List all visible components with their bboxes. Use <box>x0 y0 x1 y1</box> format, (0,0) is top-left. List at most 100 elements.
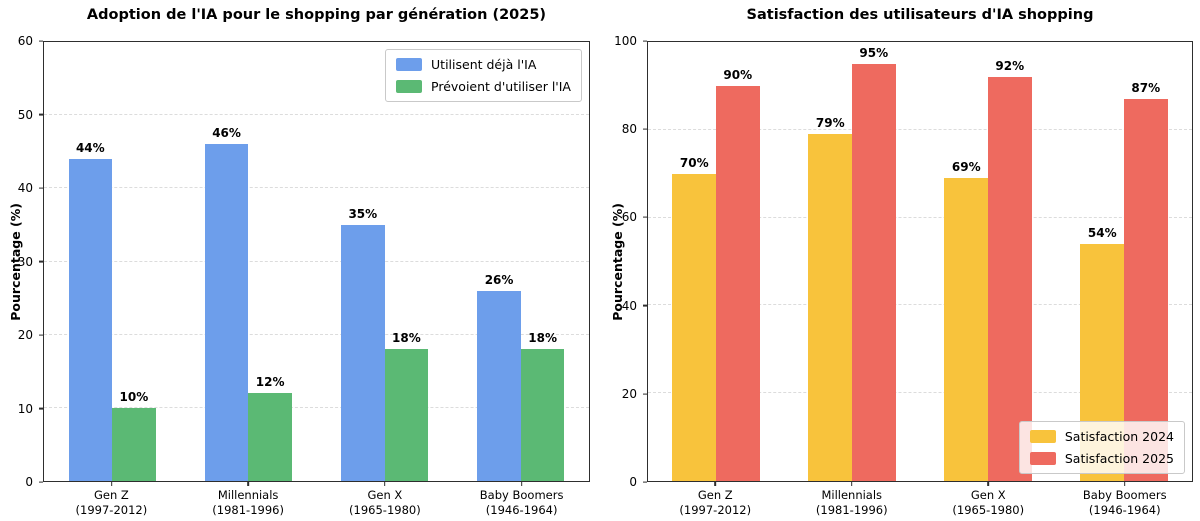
bar-value-label: 90% <box>723 67 753 82</box>
y-tick-mark <box>39 260 43 263</box>
x-tick-mark <box>110 482 112 486</box>
y-tick-label: 20 <box>621 386 637 401</box>
adoption-chart: Adoption de l'IA pour le shopping par gé… <box>0 7 590 521</box>
gridline <box>648 392 1192 394</box>
category-label: Gen X <box>970 488 1006 502</box>
legend-entry: Utilisent déjà l'IA <box>396 57 571 72</box>
category-label: Baby Boomers <box>479 488 564 502</box>
y-tick-label: 30 <box>17 254 33 269</box>
bar-value-label: 70% <box>679 155 709 170</box>
y-tick-mark <box>643 305 647 307</box>
category-label: Baby Boomers <box>1082 488 1167 502</box>
bar-value-label: 79% <box>815 116 845 131</box>
category-years: (1965-1980) <box>952 503 1025 518</box>
legend-label: Satisfaction 2025 <box>1064 451 1174 466</box>
y-tick-mark <box>39 334 43 336</box>
gridline <box>44 187 589 189</box>
y-tick-label: 80 <box>621 122 637 137</box>
category-label: Gen Z <box>93 488 129 502</box>
category-label: Gen Z <box>697 488 733 502</box>
category-years: (1946-1964) <box>485 503 558 518</box>
bar <box>520 349 565 481</box>
category-years: (1981-1996) <box>212 503 284 518</box>
x-axis-ticks: Gen Z (1997-2012) Millennials (1981-1996) Ge… <box>647 482 1193 521</box>
x-tick-mark <box>714 482 716 486</box>
bars-layer: 70% 90% 79% 95% 69% 92% 54% 87% <box>648 42 1192 481</box>
x-axis-ticks: Gen Z (1997-2012) Millennials (1981-1996) Ge… <box>43 482 590 521</box>
x-tick-mark <box>987 482 989 486</box>
gridline <box>44 114 589 116</box>
bar-value-label: 10% <box>119 389 149 404</box>
y-tick-mark <box>39 113 43 116</box>
category-label: Millennials <box>217 488 279 502</box>
legend: Satisfaction 2024 Satisfaction 2025 <box>1018 421 1185 474</box>
x-tick-label: Millennials (1981-1996) <box>212 482 284 518</box>
y-tick-label: 60 <box>621 210 637 225</box>
x-tick-label: Baby Boomers (1946-1964) <box>479 482 564 518</box>
x-tick-label: Gen Z (1997-2012) <box>679 482 751 518</box>
x-tick-mark <box>851 482 853 486</box>
y-axis-ticks: 0 10 20 30 40 50 60 <box>0 35 43 488</box>
y-tick-mark <box>643 40 647 42</box>
x-tick-label: Baby Boomers (1946-1964) <box>1083 482 1167 518</box>
y-tick-label: 50 <box>17 107 33 122</box>
x-tick-mark <box>1124 482 1126 486</box>
bar <box>68 159 113 481</box>
bar <box>716 85 760 481</box>
y-tick-mark <box>643 481 647 483</box>
y-tick-label: 40 <box>17 181 33 196</box>
bar <box>112 407 156 481</box>
x-tick-mark <box>384 482 386 486</box>
legend-label: Satisfaction 2024 <box>1064 429 1174 444</box>
y-tick-mark <box>39 407 43 410</box>
x-tick-mark <box>247 482 249 486</box>
y-tick-mark <box>39 40 43 42</box>
bar-value-label: 87% <box>1131 81 1161 96</box>
bars-layer: 44% 10% 46% 12% 35% 18% 26% 18% <box>44 42 589 481</box>
bar <box>248 393 292 481</box>
category-label: Millennials <box>821 488 883 502</box>
y-axis-ticks: 0 20 40 60 80 100 <box>600 35 647 488</box>
satisfaction-chart: Satisfaction des utilisateurs d'IA shopp… <box>600 0 1200 521</box>
gridline <box>648 128 1192 130</box>
bar <box>1124 99 1168 481</box>
gridlines <box>648 42 1192 481</box>
gridline <box>44 333 589 335</box>
gridline <box>648 304 1192 306</box>
legend-entry: Satisfaction 2025 <box>1029 451 1174 466</box>
bar <box>852 63 896 481</box>
category-years: (1997-2012) <box>75 503 148 518</box>
bar <box>384 349 429 481</box>
bar-value-label: 69% <box>951 160 981 175</box>
x-tick-mark <box>521 482 523 486</box>
gridline <box>44 260 589 262</box>
bar-value-label: 46% <box>212 126 241 141</box>
x-tick-label: Gen Z (1997-2012) <box>75 482 148 518</box>
bar-value-label: 35% <box>348 206 378 221</box>
legend-swatch <box>396 80 423 93</box>
legend-label: Prévoient d'utiliser l'IA <box>431 79 571 94</box>
x-tick-label: Gen X (1965-1980) <box>952 482 1024 518</box>
bar-value-label: 54% <box>1087 225 1117 240</box>
bar <box>204 144 249 481</box>
legend-swatch <box>396 58 423 71</box>
gridline <box>648 216 1192 218</box>
category-years: (1965-1980) <box>349 503 421 518</box>
y-tick-label: 40 <box>621 298 637 313</box>
bar-value-label: 12% <box>255 375 285 390</box>
y-tick-mark <box>643 128 647 130</box>
bar <box>672 173 716 481</box>
y-tick-mark <box>643 393 647 395</box>
bar-value-label: 95% <box>859 45 889 60</box>
bar-value-label: 44% <box>75 141 105 156</box>
legend-swatch <box>1029 452 1056 465</box>
category-years: (1997-2012) <box>679 503 752 518</box>
gridlines <box>44 42 589 481</box>
chart-title: Satisfaction des utilisateurs d'IA shopp… <box>746 7 1094 23</box>
plot-area: 70% 90% 79% 95% 69% 92% 54% 87% Satisfaction 20… <box>647 41 1193 482</box>
y-tick-label: 10 <box>17 401 33 416</box>
y-tick-mark <box>39 481 43 483</box>
category-years: (1981-1996) <box>815 503 888 518</box>
bar-value-label: 18% <box>528 331 558 346</box>
legend-entry: Satisfaction 2024 <box>1029 429 1174 444</box>
